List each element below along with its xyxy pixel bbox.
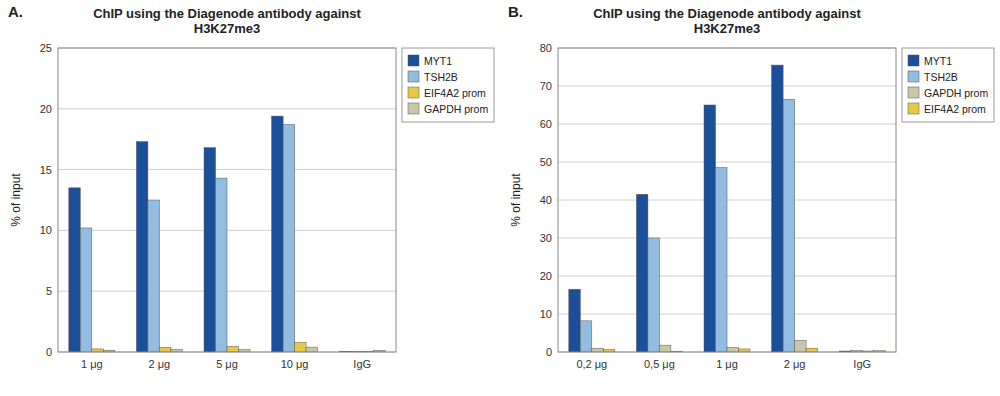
bar [636, 194, 647, 352]
legend-swatch [408, 71, 419, 82]
legend-label: EIF4A2 prom [924, 103, 986, 115]
bar [659, 345, 670, 352]
grid-line [558, 124, 896, 125]
panel: A. ChIP using the Diagenode antibody agai… [8, 3, 494, 370]
legend-label: MYT1 [424, 55, 452, 67]
title: ChIP using the Diagenode antibody agains… [593, 6, 861, 36]
legend-swatch [408, 55, 419, 66]
legend-swatch [908, 103, 919, 114]
y-tick-label: 60 [540, 118, 552, 130]
plot-frame [558, 48, 896, 352]
grid-line [58, 169, 396, 170]
x-tick-label: 0,5 μg [644, 358, 675, 370]
bar [727, 347, 738, 352]
bar [227, 347, 238, 352]
y-tick-label: 10 [540, 308, 552, 320]
title-line: H3K27me3 [194, 21, 261, 36]
title: ChIP using the Diagenode antibody agains… [93, 6, 361, 36]
y-tick-label: 0 [546, 346, 552, 358]
y-tick-label: 20 [40, 103, 52, 115]
legend-label: GAPDH prom [924, 87, 988, 99]
bar [569, 289, 580, 352]
legend-label: TSH2B [924, 71, 958, 83]
bars [569, 65, 885, 352]
legend: MYT1 TSH2B EIF4A2 prom GAPDH prom [402, 48, 494, 122]
bar [795, 341, 806, 352]
legend-swatch [408, 87, 419, 98]
panel: B. ChIP using the Diagenode antibody agai… [508, 3, 994, 370]
grid-line [558, 86, 896, 87]
y-tick-label: 20 [540, 270, 552, 282]
y-tick-label: 40 [540, 194, 552, 206]
legend: MYT1 TSH2B GAPDH prom EIF4A2 prom [902, 48, 994, 122]
legend-swatch [408, 103, 419, 114]
legend-swatch [908, 87, 919, 98]
y-tick-label: 5 [46, 285, 52, 297]
panel-label: A. [8, 3, 23, 20]
x-tick-label: 0,2 μg [576, 358, 607, 370]
y-tick-label: 0 [46, 346, 52, 358]
x-tick-label: 2 μg [784, 358, 806, 370]
y-tick-label: 80 [540, 42, 552, 54]
legend-box [402, 48, 494, 122]
bar [136, 142, 147, 352]
title-line: ChIP using the Diagenode antibody agains… [593, 6, 861, 21]
bar [295, 343, 306, 352]
bar [806, 348, 817, 352]
title-line: H3K27me3 [694, 21, 761, 36]
title-line: ChIP using the Diagenode antibody agains… [93, 6, 361, 21]
bar [283, 125, 294, 352]
y-tick-label: 10 [40, 224, 52, 236]
bar [648, 238, 659, 352]
bar [80, 228, 91, 352]
bar [704, 105, 715, 352]
plot-area [558, 48, 896, 352]
y-tick-label: 70 [540, 80, 552, 92]
legend-label: GAPDH prom [424, 103, 488, 115]
panel-label: B. [508, 3, 523, 20]
bar [159, 347, 170, 352]
plot-frame [58, 48, 396, 352]
legend-label: TSH2B [424, 71, 458, 83]
x-tick-label: 10 μg [281, 358, 309, 370]
bar [216, 178, 227, 352]
bar [148, 200, 159, 352]
legend-swatch [908, 71, 919, 82]
y-tick-label: 15 [40, 164, 52, 176]
y-tick-label: 30 [540, 232, 552, 244]
figure: A. ChIP using the Diagenode antibody agai… [0, 0, 1000, 396]
y-axis-label: % of input [509, 173, 523, 227]
x-tick-label: IgG [853, 358, 871, 370]
legend-label: MYT1 [924, 55, 952, 67]
legend-swatch [908, 55, 919, 66]
grid-line [558, 162, 896, 163]
y-tick-label: 25 [40, 42, 52, 54]
bar [69, 188, 80, 352]
x-tick-label: 5 μg [216, 358, 238, 370]
x-tick-label: 2 μg [149, 358, 171, 370]
bar [580, 321, 591, 352]
x-tick-label: IgG [353, 358, 371, 370]
bar [592, 348, 603, 352]
bar [716, 168, 727, 352]
plot-area [58, 48, 396, 352]
bar [272, 116, 283, 352]
x-tick-label: 1 μg [716, 358, 738, 370]
bar [772, 65, 783, 352]
grid-line [58, 108, 396, 109]
bar [783, 99, 794, 352]
y-tick-label: 50 [540, 156, 552, 168]
bars [69, 116, 385, 352]
legend-box [902, 48, 994, 122]
bar [204, 148, 215, 352]
x-tick-label: 1 μg [81, 358, 103, 370]
y-axis-label: % of input [9, 173, 23, 227]
legend-label: EIF4A2 prom [424, 87, 486, 99]
bar [306, 347, 317, 352]
